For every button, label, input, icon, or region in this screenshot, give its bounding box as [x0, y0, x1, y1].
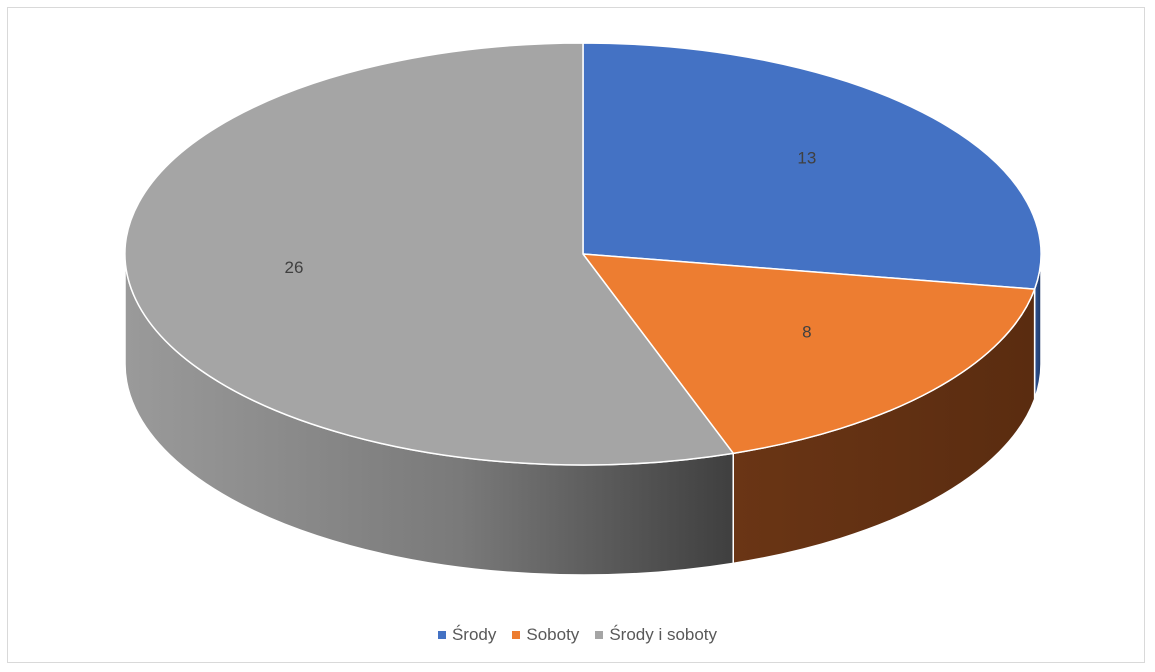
data-label-soboty: 8 — [802, 323, 811, 342]
data-label-srody: 13 — [797, 148, 816, 167]
legend-label-soboty: Soboty — [526, 625, 580, 644]
legend: Środy Soboty Środy i soboty — [0, 625, 1155, 645]
legend-item-soboty: Soboty — [512, 625, 579, 645]
legend-item-srody-i-soboty: Środy i soboty — [595, 625, 717, 645]
legend-label-srody-i-soboty: Środy i soboty — [609, 625, 718, 644]
legend-swatch-srody — [437, 631, 446, 639]
legend-item-srody: Środy — [437, 625, 497, 645]
legend-swatch-soboty — [512, 631, 521, 639]
legend-label-srody: Środy — [451, 625, 497, 644]
pie-slice-srody-i-soboty — [124, 42, 734, 466]
data-label-srody-i-soboty: 26 — [285, 258, 304, 277]
pie-slice-srody — [582, 42, 1042, 290]
legend-swatch-srody-i-soboty — [595, 631, 604, 639]
